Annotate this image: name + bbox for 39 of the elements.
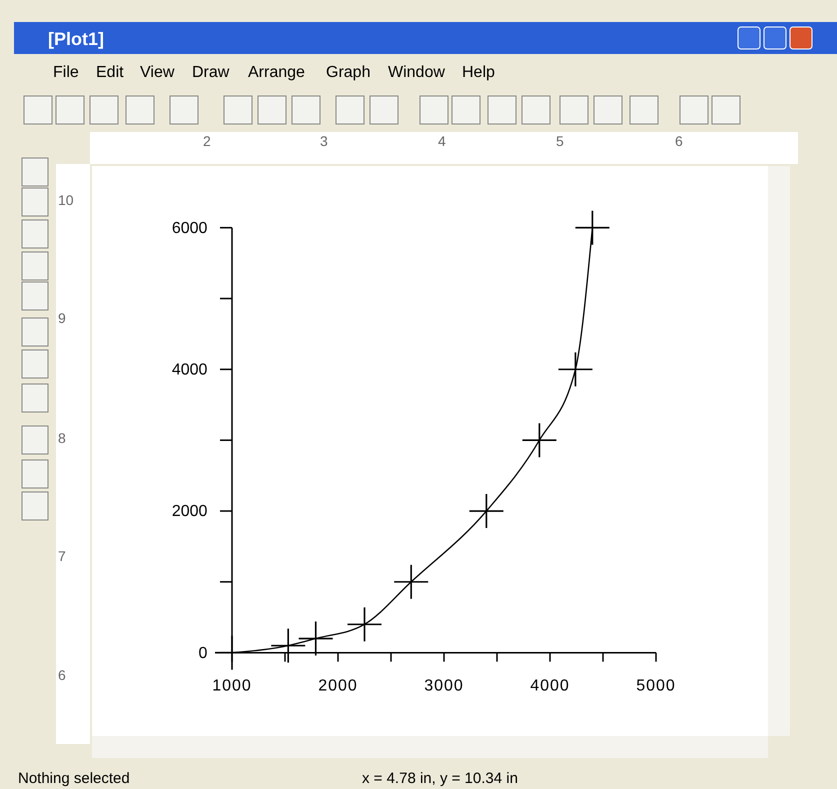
y-tick-label: 4000 <box>172 361 208 378</box>
text: View <box>140 64 175 81</box>
y-tick-label: 6000 <box>172 220 208 237</box>
point <box>394 564 428 599</box>
text: 6 <box>58 667 66 683</box>
text: 5 <box>556 133 564 149</box>
x-tick-label: 4000 <box>530 677 570 694</box>
text: Draw <box>192 64 230 81</box>
y-tick-label: 0 <box>198 644 208 662</box>
text: 7 <box>58 548 66 564</box>
x-tick-label: 1000 <box>212 677 252 694</box>
text: [Plot1] <box>48 29 104 49</box>
text: 8 <box>58 430 66 446</box>
text: 10 <box>58 192 74 208</box>
text: 3 <box>320 133 328 149</box>
text: Help <box>462 64 496 81</box>
text: 2 <box>203 133 211 149</box>
point <box>522 423 556 458</box>
x-tick-label: 5000 <box>636 677 676 694</box>
text: Graph <box>326 64 370 81</box>
text: 9 <box>58 310 66 326</box>
x-tick-label: 2000 <box>318 677 358 694</box>
x-tick-label: 3000 <box>424 677 464 694</box>
point <box>298 622 333 656</box>
point <box>469 494 504 528</box>
text: Edit <box>96 64 124 81</box>
text: File <box>53 64 79 81</box>
point <box>271 628 306 663</box>
text: Window <box>388 64 446 81</box>
text: Nothing selected <box>18 770 130 787</box>
point <box>558 352 592 386</box>
point <box>215 636 249 670</box>
text: 4 <box>438 133 446 149</box>
text: 6 <box>675 133 683 149</box>
point <box>575 210 610 245</box>
text: x = 4.78 in, y = 10.34 in <box>362 770 518 787</box>
point <box>348 607 382 642</box>
text: Arrange <box>248 64 306 81</box>
y-tick-label: 2000 <box>172 503 208 520</box>
